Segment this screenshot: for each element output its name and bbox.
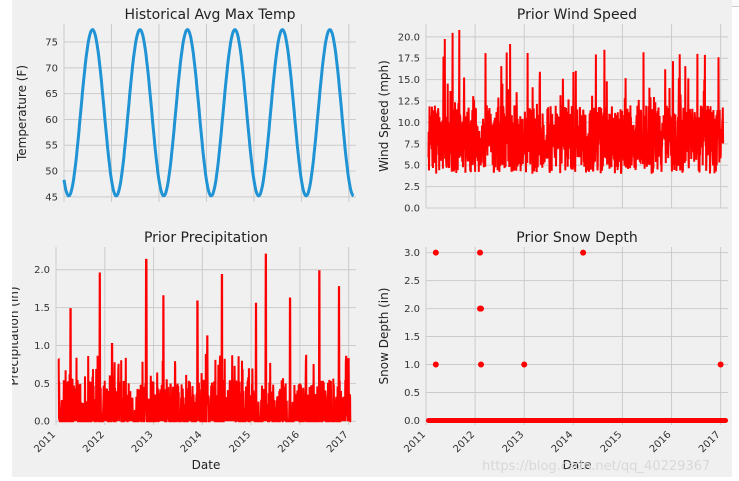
ylabel: Temperature (F): [15, 65, 29, 162]
ytick-label: 15.0: [398, 75, 420, 86]
chart-snow: 0.0 0.5 1.0 1.5 2.0 2.5 3.0 2011 2012 2013 2014 201…: [377, 230, 729, 472]
ytick-label: 12.5: [398, 97, 420, 108]
ytick-label: 0.5: [404, 388, 420, 399]
chart-title: Prior Snow Depth: [516, 230, 637, 246]
xtick-label: 2012: [451, 429, 477, 455]
scatter-point: [432, 361, 439, 368]
ytick-label: 3.0: [404, 248, 420, 259]
ytick-label: 1.5: [34, 303, 50, 314]
chart-title: Historical Avg Max Temp: [124, 7, 295, 23]
figure-canvas: 45 50 55 60 65 70 75 Historical Avg Max Temp Tem…: [12, 7, 729, 474]
ytick-label: 0.0: [34, 417, 50, 428]
xtick-label: 2015: [227, 429, 253, 455]
scatter-point: [432, 249, 439, 256]
ytick-label: 1.0: [34, 341, 50, 352]
chart-wind: 0.0 2.5 5.0 7.5 10.0 12.5 15.0 17.5 20.0 Prior Wi…: [377, 7, 728, 215]
chart-precip: 0.0 0.5 1.0 1.5 2.0 2011 2012 2013 2014 2015 2016 2…: [12, 230, 356, 472]
xtick-label: 2011: [402, 429, 428, 455]
xtick-label: 2015: [599, 429, 625, 455]
ytick-label: 70: [45, 63, 58, 74]
ytick-label: 5.0: [404, 161, 420, 172]
scatter-point: [477, 305, 484, 312]
scatter-point: [521, 361, 528, 368]
xtick-label: 2013: [501, 429, 527, 455]
ytick-label: 45: [45, 192, 58, 203]
ylabel: Precipitation (in): [12, 286, 21, 385]
ytick-label: 1.5: [404, 332, 420, 343]
ytick-label: 2.0: [404, 304, 420, 315]
ylabel: Wind Speed (mph): [377, 60, 391, 172]
ytick-label: 2.0: [34, 265, 50, 276]
plot-area-snow: [426, 247, 728, 425]
scatter-point: [477, 249, 484, 256]
series-line: [62, 28, 355, 198]
chart-title: Prior Precipitation: [144, 230, 268, 246]
ytick-label: 0.0: [404, 416, 420, 427]
ylabel: Snow Depth (in): [377, 288, 391, 385]
watermark-text: https://blog.csdn.net/qq_40229367: [482, 459, 710, 474]
ytick-label: 1.0: [404, 360, 420, 371]
ytick-label: 50: [45, 167, 58, 178]
xtick-label: 2016: [276, 429, 302, 455]
xtick-label: 2011: [32, 429, 58, 455]
plot-area-temp: [64, 24, 356, 202]
xtick-label: 2012: [81, 429, 107, 455]
ytick-label: 17.5: [398, 54, 420, 65]
ytick-label: 0.5: [34, 379, 50, 390]
ytick-label: 7.5: [404, 139, 420, 150]
ytick-label: 65: [45, 89, 58, 100]
ytick-label: 20.0: [398, 32, 420, 43]
chart-temp: 45 50 55 60 65 70 75 Historical Avg Max Temp Tem…: [15, 7, 356, 203]
scatter-point: [580, 249, 587, 256]
ytick-label: 10.0: [398, 118, 420, 129]
ytick-label: 2.5: [404, 182, 420, 193]
xlabel: Date: [192, 458, 221, 472]
xtick-label: 2014: [550, 429, 576, 455]
ytick-label: 2.5: [404, 276, 420, 287]
ytick-label: 75: [45, 38, 58, 49]
xtick-label: 2017: [697, 429, 723, 455]
chart-title: Prior Wind Speed: [517, 7, 637, 23]
xtick-label: 2017: [325, 429, 351, 455]
ytick-label: 0.0: [404, 204, 420, 215]
series-line: [427, 29, 725, 174]
scatter-point: [717, 361, 724, 368]
scatter-point: [477, 361, 484, 368]
xtick-label: 2013: [130, 429, 156, 455]
ytick-label: 55: [45, 141, 58, 152]
figure: 45 50 55 60 65 70 75 Historical Avg Max Temp Tem…: [12, 0, 732, 477]
ytick-label: 60: [45, 115, 58, 126]
xtick-label: 2016: [648, 429, 674, 455]
xlabel: Date: [563, 458, 592, 472]
series-line: [57, 253, 352, 423]
xtick-label: 2014: [179, 429, 205, 455]
